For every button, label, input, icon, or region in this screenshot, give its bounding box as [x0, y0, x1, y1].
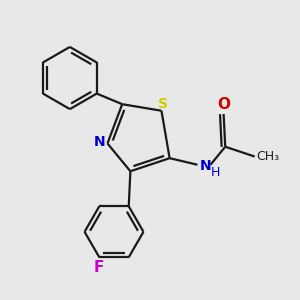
Text: CH₃: CH₃ [256, 150, 280, 163]
Text: N: N [200, 159, 212, 173]
Text: S: S [158, 97, 168, 110]
Text: O: O [217, 97, 230, 112]
Text: H: H [211, 167, 220, 179]
Text: N: N [94, 135, 105, 149]
Text: F: F [94, 260, 104, 274]
